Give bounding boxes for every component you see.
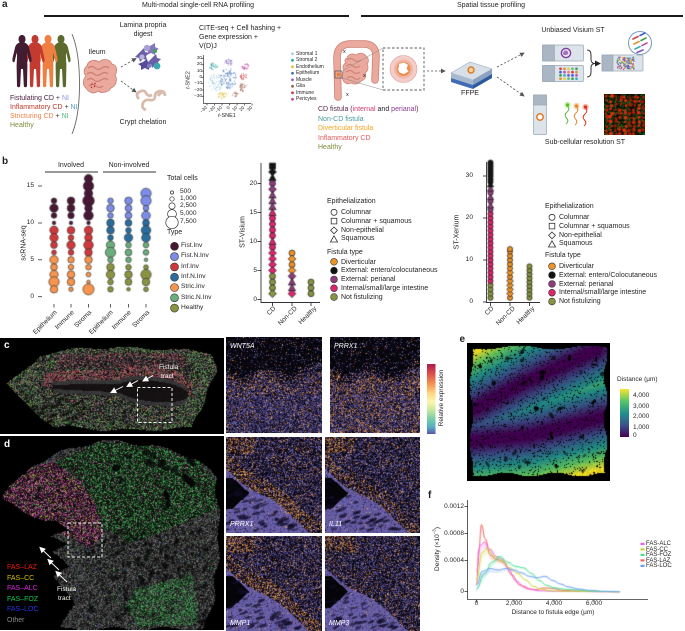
svg-text:x: x	[346, 92, 349, 98]
svg-text:x: x	[343, 49, 346, 55]
svg-text:x: x	[363, 73, 366, 79]
